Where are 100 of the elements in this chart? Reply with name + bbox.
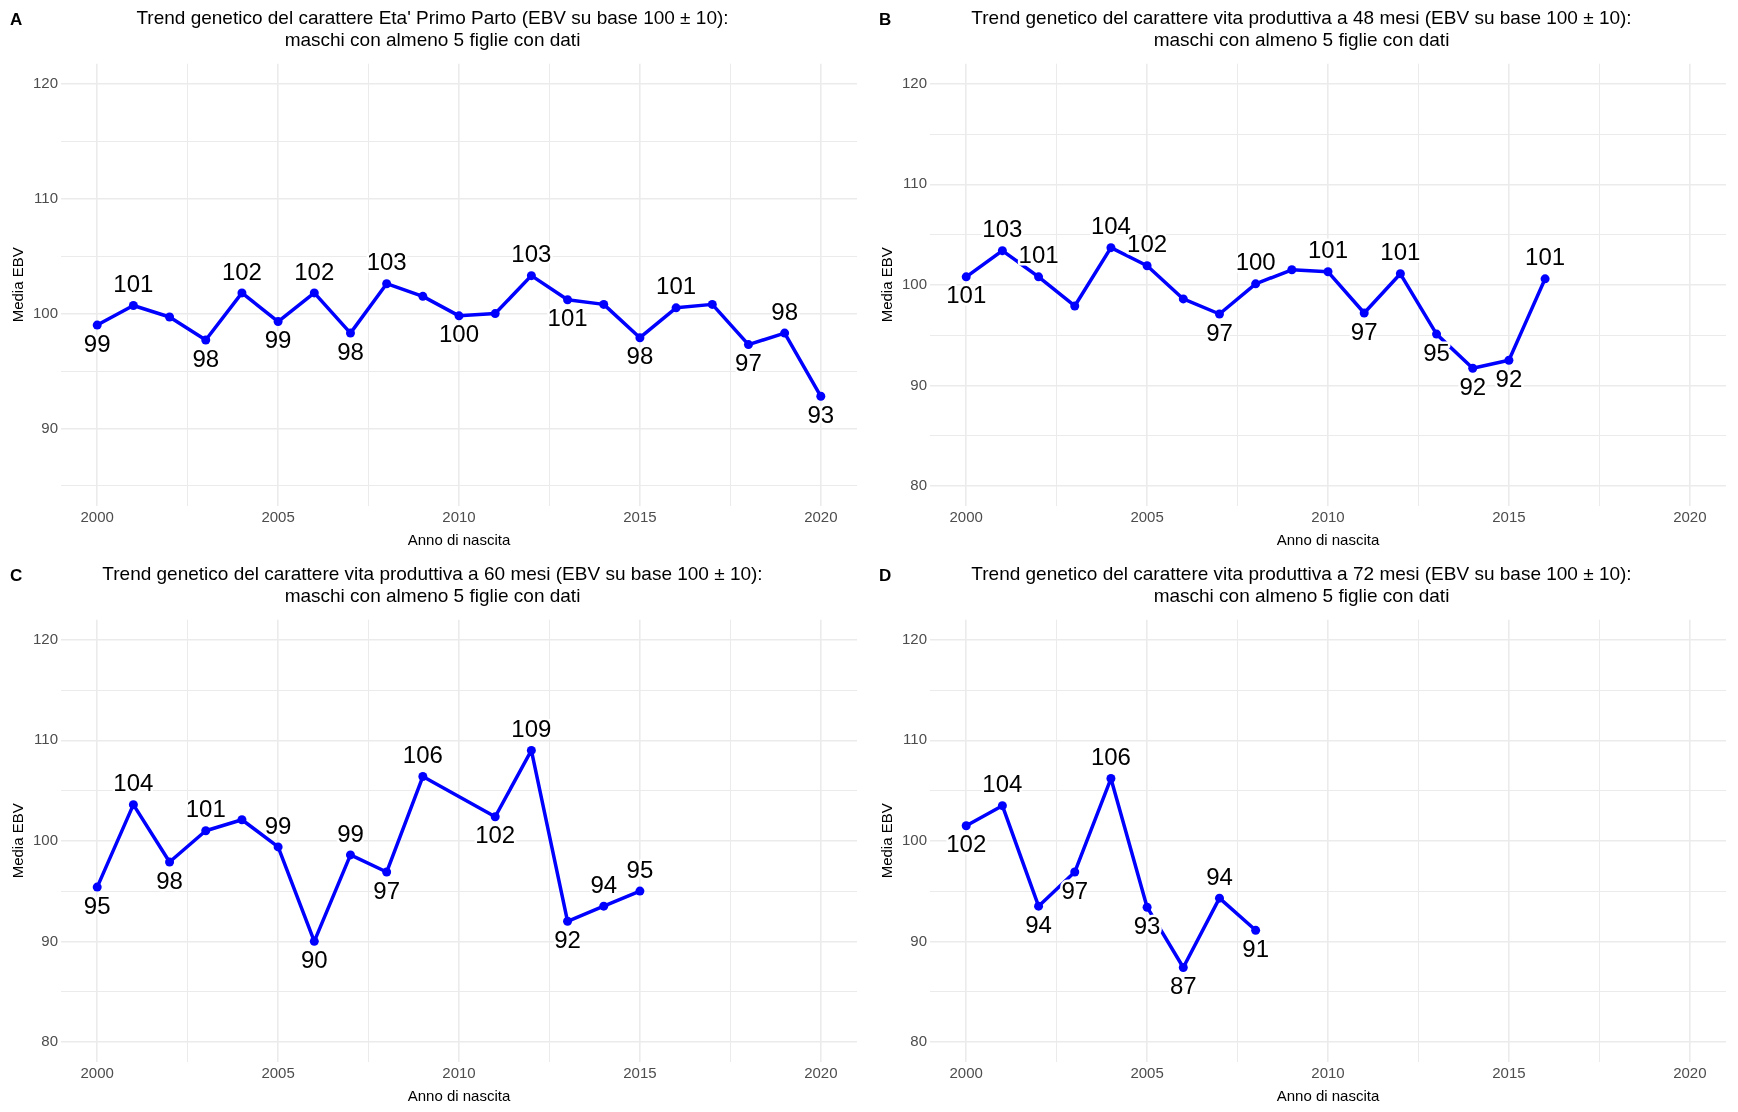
- data-label: 97: [373, 876, 400, 904]
- data-label: 101: [1307, 236, 1349, 264]
- y-tick-label: 100: [33, 303, 59, 321]
- data-label: 100: [1235, 248, 1276, 276]
- data-label: 101: [1018, 241, 1059, 269]
- y-tick-label: 120: [33, 629, 59, 647]
- data-label: 101: [547, 304, 588, 332]
- point: [526, 271, 536, 281]
- data-label: 92: [554, 925, 581, 953]
- data-label: 102: [475, 821, 516, 849]
- point: [1504, 355, 1514, 365]
- x-tick-label: 2020: [1673, 508, 1707, 526]
- x-tick-label: 2020: [1673, 1064, 1707, 1082]
- point: [1070, 867, 1080, 877]
- x-tick-label: 2015: [1492, 508, 1526, 526]
- point: [1034, 901, 1044, 911]
- point: [1214, 893, 1224, 903]
- data-label: 92: [1495, 364, 1523, 392]
- point: [1432, 329, 1442, 339]
- y-tick-label: 80: [910, 1032, 928, 1050]
- point: [309, 936, 319, 946]
- x-tick-label: 2010: [442, 508, 476, 526]
- data-label: 97: [1061, 876, 1089, 904]
- x-tick-label: 2000: [949, 508, 983, 526]
- point: [671, 303, 681, 313]
- y-tick-label: 110: [34, 188, 59, 206]
- data-label: 91: [1242, 934, 1269, 962]
- point: [273, 317, 283, 327]
- chart-title: Trend genetico del carattere Eta' Primo Parto (EBV su base 100 ± 10): maschi con almeno 5 figlie con dati: [136, 7, 729, 51]
- y-tick-label: 80: [41, 1032, 59, 1050]
- data-label: 103: [366, 248, 407, 276]
- point: [1395, 269, 1405, 279]
- x-tick-label: 2000: [949, 1064, 983, 1082]
- data-label: 99: [264, 811, 292, 839]
- point: [418, 291, 428, 301]
- data-label: 104: [982, 770, 1023, 798]
- point: [961, 821, 971, 831]
- point: [345, 850, 355, 860]
- point: [128, 800, 138, 810]
- point: [1251, 925, 1261, 935]
- y-tick-label: 100: [33, 830, 59, 848]
- data-label: 102: [294, 257, 335, 285]
- point: [780, 328, 790, 338]
- x-tick-label: 2000: [80, 1064, 114, 1082]
- data-label: 98: [626, 342, 654, 370]
- point: [309, 288, 319, 298]
- x-tick-label: 2015: [623, 1064, 657, 1082]
- x-tick-label: 2015: [623, 508, 657, 526]
- point: [165, 857, 175, 867]
- data-label: 101: [1525, 243, 1566, 271]
- x-axis-title: Anno di nascita: [407, 531, 511, 549]
- x-axis-title: Anno di nascita: [1276, 1087, 1380, 1105]
- y-tick-label: 90: [910, 375, 928, 393]
- point: [599, 299, 609, 309]
- point: [1251, 279, 1261, 289]
- chart-title: Trend genetico del carattere vita produttiva a 48 mesi (EBV su base 100 ± 10): maschi con almeno 5 figlie con dati: [971, 7, 1632, 51]
- data-label: 106: [1090, 743, 1131, 771]
- y-tick-label: 90: [41, 931, 59, 949]
- point: [997, 246, 1007, 256]
- x-tick-label: 2010: [1311, 1064, 1345, 1082]
- point: [526, 745, 536, 755]
- point: [635, 333, 645, 343]
- data-label: 101: [1380, 238, 1421, 266]
- point: [490, 309, 500, 319]
- y-axis-title: Media EBV: [878, 247, 896, 323]
- point: [1287, 265, 1297, 275]
- point: [1359, 308, 1369, 318]
- point: [418, 772, 428, 782]
- point: [201, 335, 211, 345]
- text: B: [879, 10, 892, 30]
- data-label: 101: [946, 281, 987, 309]
- x-tick-label: 2010: [1311, 508, 1345, 526]
- point: [201, 826, 211, 836]
- y-tick-label: 100: [902, 830, 928, 848]
- text: A: [10, 10, 23, 30]
- x-tick-label: 2005: [1130, 1064, 1164, 1082]
- data-label: 101: [185, 795, 226, 823]
- x-tick-label: 2010: [442, 1064, 476, 1082]
- point: [1070, 301, 1080, 311]
- y-tick-label: 120: [33, 73, 59, 91]
- point: [997, 801, 1007, 811]
- point: [961, 272, 971, 282]
- data-label: 95: [1423, 338, 1450, 366]
- point: [454, 311, 464, 321]
- data-label: 99: [264, 326, 292, 354]
- point: [1178, 294, 1188, 304]
- data-label: 102: [946, 830, 987, 858]
- point: [165, 312, 175, 322]
- data-label: 109: [511, 715, 552, 742]
- data-label: 95: [626, 855, 654, 883]
- data-label: 99: [337, 819, 364, 847]
- point: [1178, 963, 1188, 973]
- point: [707, 299, 717, 309]
- data-label: 103: [511, 240, 552, 268]
- point: [1540, 274, 1550, 284]
- point: [128, 301, 138, 311]
- y-tick-label: 90: [41, 418, 59, 436]
- text: D: [879, 566, 892, 586]
- point: [1323, 267, 1333, 277]
- data-label: 99: [83, 329, 111, 357]
